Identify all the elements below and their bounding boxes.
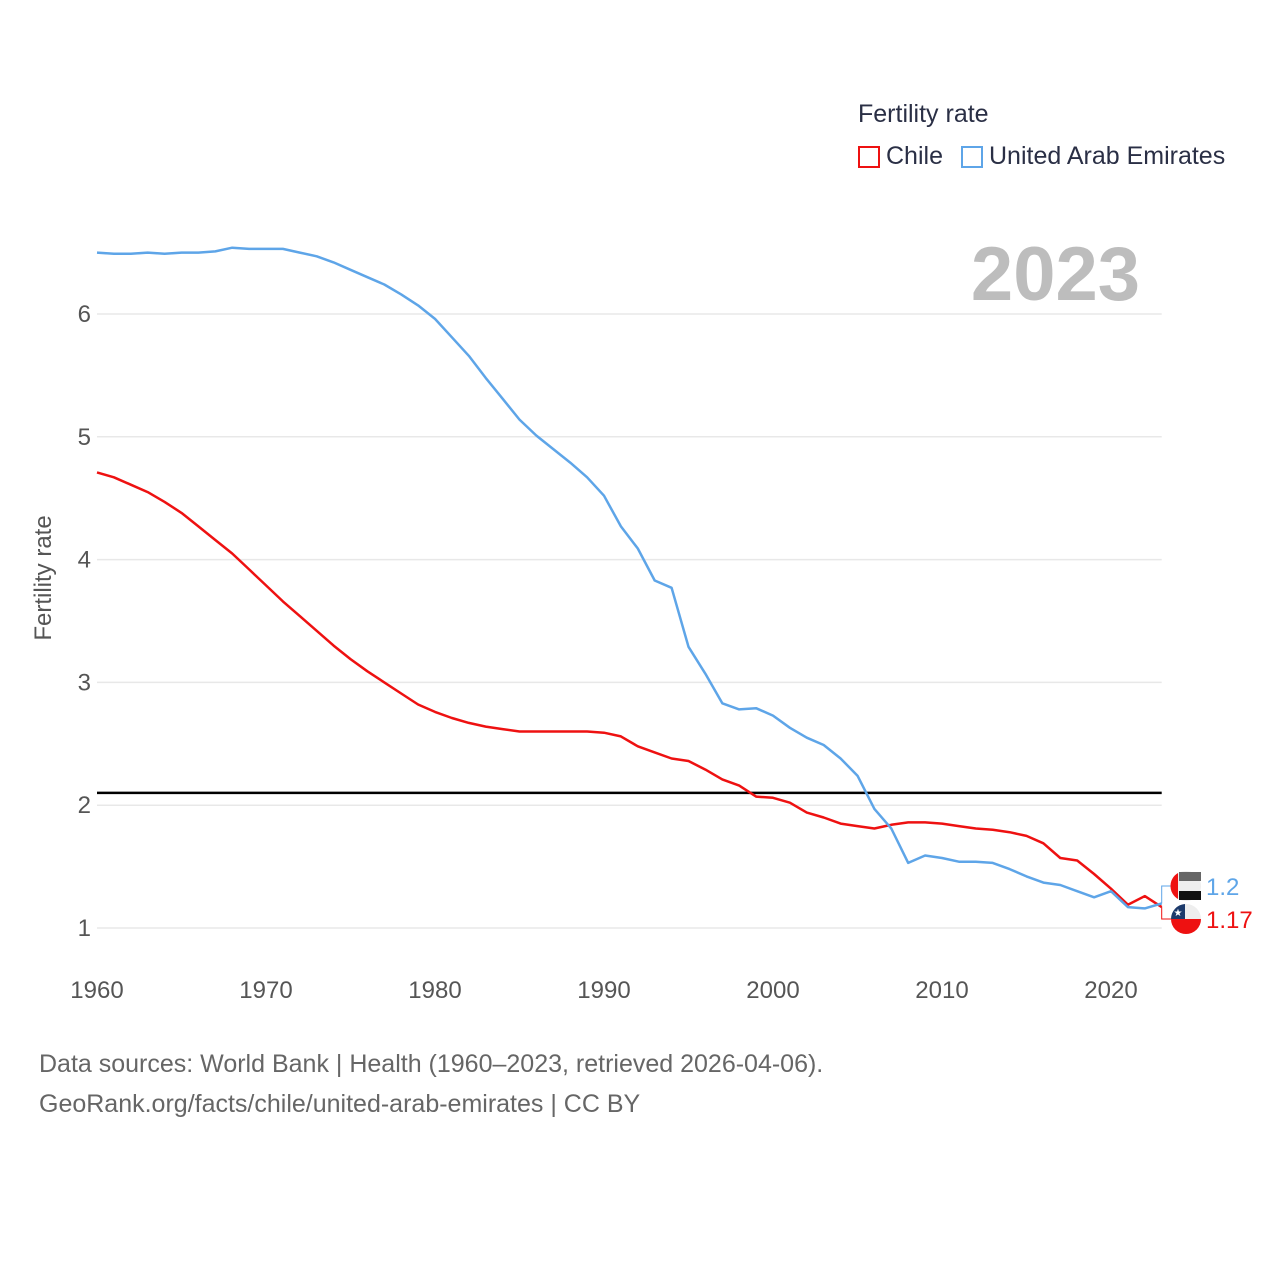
uae-flag-stripe bbox=[1179, 891, 1201, 900]
legend-label-uae: United Arab Emirates bbox=[988, 142, 1226, 170]
x-tick-label: 1960 bbox=[70, 977, 123, 1004]
legend-title: Fertility rate bbox=[858, 100, 989, 128]
legend: Chile United Arab Emirates bbox=[858, 142, 1225, 171]
source-note: Data sources: World Bank | Health (1960–… bbox=[39, 1044, 823, 1124]
label-connector bbox=[1161, 907, 1172, 920]
legend-swatch-uae bbox=[960, 145, 983, 168]
uae-flag-stripe bbox=[1179, 872, 1201, 881]
legend-item-uae[interactable]: United Arab Emirates bbox=[960, 142, 1226, 171]
series-line-chile bbox=[96, 471, 1163, 909]
uae-flag-hoist bbox=[1170, 873, 1178, 899]
end-value-label: 1.2 bbox=[1206, 874, 1239, 901]
legend-swatch-chile bbox=[858, 145, 880, 168]
y-tick-label: 5 bbox=[78, 424, 91, 451]
chile-flag-star: ★ bbox=[1174, 908, 1183, 919]
series-line-uae bbox=[96, 246, 1163, 910]
chile-flag-canton bbox=[1171, 904, 1185, 919]
source-line-1: Data sources: World Bank | Health (1960–… bbox=[39, 1050, 824, 1078]
y-tick-label: 1 bbox=[78, 915, 91, 942]
end-value-label: 1.17 bbox=[1206, 907, 1253, 934]
x-tick-label: 1970 bbox=[239, 977, 292, 1004]
x-tick-label: 1990 bbox=[577, 977, 630, 1004]
label-connector bbox=[1161, 885, 1172, 904]
legend-item-chile[interactable]: Chile bbox=[858, 142, 943, 171]
y-tick-label: 6 bbox=[78, 301, 91, 328]
year-badge: 2023 bbox=[971, 232, 1140, 317]
x-tick-label: 2020 bbox=[1084, 977, 1137, 1004]
legend-label-chile: Chile bbox=[886, 142, 943, 170]
source-line-2: GeoRank.org/facts/chile/united-arab-emir… bbox=[39, 1090, 641, 1118]
y-axis-label: Fertility rate bbox=[30, 515, 57, 640]
y-tick-label: 3 bbox=[78, 669, 91, 696]
y-tick-label: 4 bbox=[78, 547, 91, 574]
x-tick-label: 2010 bbox=[915, 977, 968, 1004]
chile-flag-red bbox=[1171, 919, 1201, 934]
y-tick-label: 2 bbox=[78, 792, 91, 819]
x-tick-label: 2000 bbox=[746, 977, 799, 1004]
x-tick-label: 1980 bbox=[408, 977, 461, 1004]
